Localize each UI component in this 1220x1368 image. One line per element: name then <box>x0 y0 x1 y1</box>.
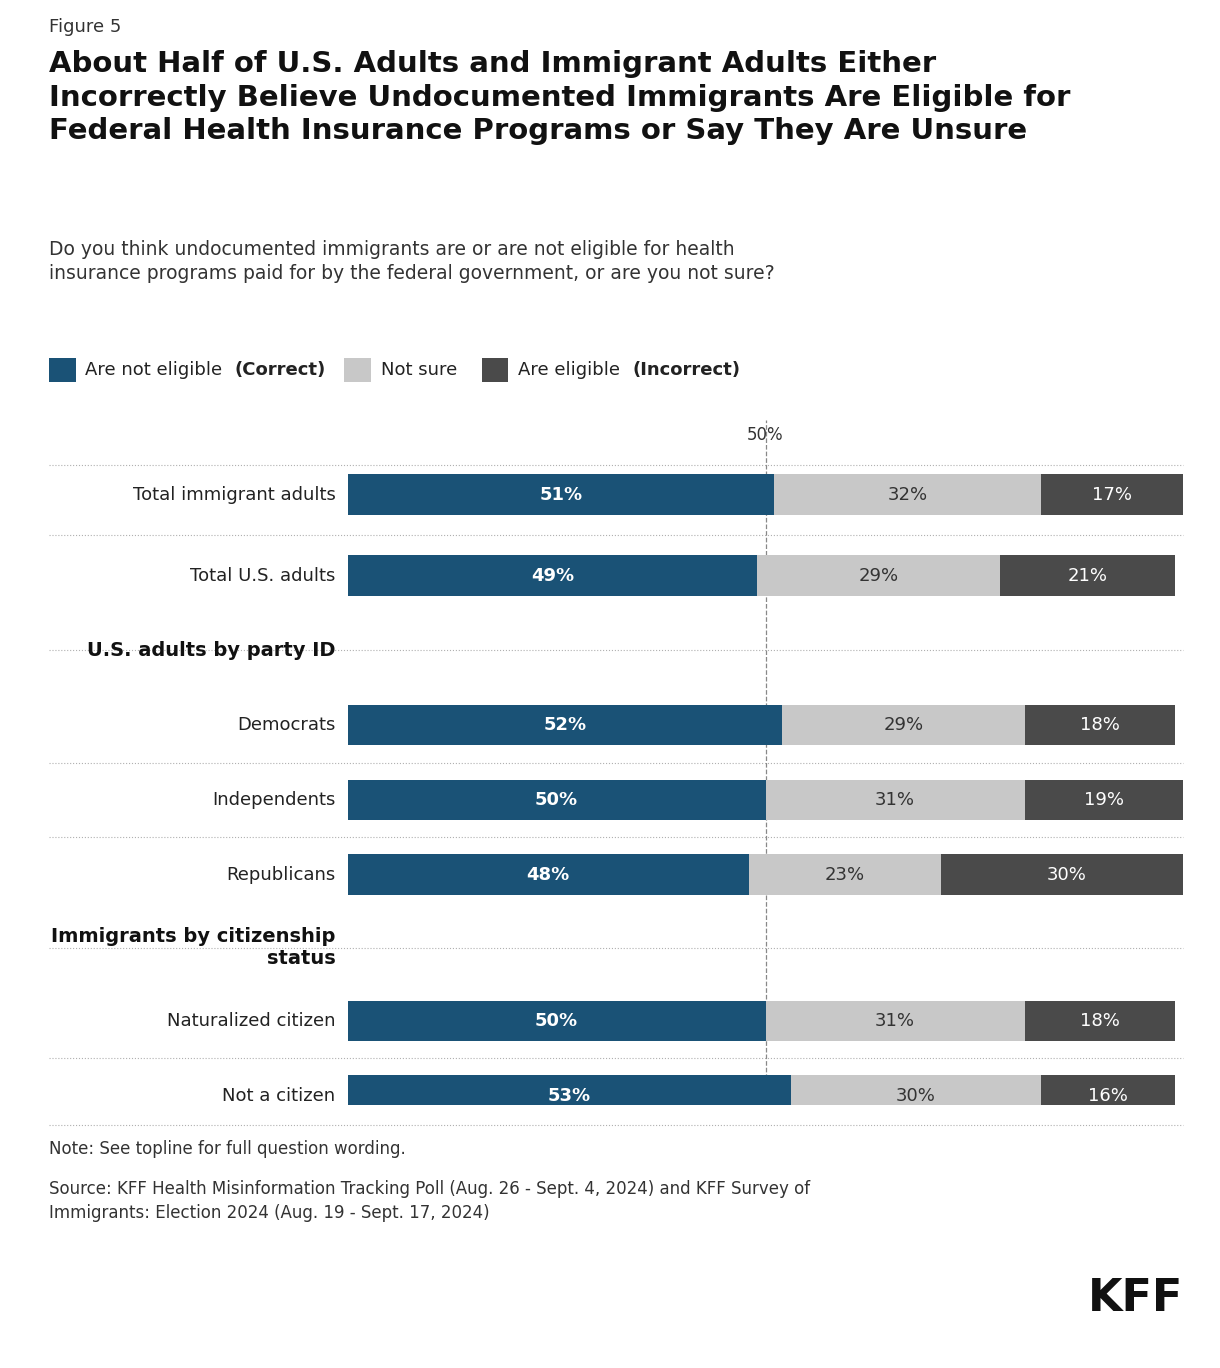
Text: 19%: 19% <box>1085 791 1124 808</box>
Text: Do you think undocumented immigrants are or are not eligible for health
insuranc: Do you think undocumented immigrants are… <box>49 239 775 283</box>
Text: 52%: 52% <box>543 715 587 735</box>
Bar <box>1025 780 1183 819</box>
Bar <box>348 1001 765 1041</box>
Bar <box>1042 1075 1175 1116</box>
Bar <box>758 555 999 596</box>
Text: 50%: 50% <box>536 791 578 808</box>
Text: 23%: 23% <box>825 866 865 884</box>
Bar <box>1025 705 1175 746</box>
Text: 16%: 16% <box>1088 1086 1128 1104</box>
Text: 53%: 53% <box>548 1086 590 1104</box>
Text: Independents: Independents <box>212 791 336 808</box>
Bar <box>999 555 1175 596</box>
Text: (Incorrect): (Incorrect) <box>632 361 741 379</box>
Bar <box>348 705 782 746</box>
Text: Republicans: Republicans <box>226 866 336 884</box>
Text: Are eligible: Are eligible <box>518 361 626 379</box>
Text: 30%: 30% <box>1047 866 1086 884</box>
Text: U.S. adults by party ID: U.S. adults by party ID <box>87 642 336 659</box>
Text: 18%: 18% <box>1080 1012 1120 1030</box>
Text: 48%: 48% <box>527 866 570 884</box>
Text: 49%: 49% <box>531 566 573 584</box>
Text: 21%: 21% <box>1068 566 1108 584</box>
Bar <box>765 1001 1025 1041</box>
Bar <box>348 780 765 819</box>
Text: (Correct): (Correct) <box>234 361 326 379</box>
Text: Note: See topline for full question wording.: Note: See topline for full question word… <box>49 1140 405 1157</box>
Text: 51%: 51% <box>539 486 582 503</box>
Bar <box>749 855 941 895</box>
Bar <box>348 475 773 514</box>
Text: KFF: KFF <box>1088 1276 1183 1320</box>
Text: Not a citizen: Not a citizen <box>222 1086 336 1104</box>
Bar <box>773 475 1042 514</box>
Text: 29%: 29% <box>883 715 924 735</box>
Text: Are not eligible: Are not eligible <box>85 361 228 379</box>
Text: Immigrants by citizenship
status: Immigrants by citizenship status <box>51 928 336 969</box>
Text: 50%: 50% <box>536 1012 578 1030</box>
Text: 18%: 18% <box>1080 715 1120 735</box>
Text: 17%: 17% <box>1092 486 1132 503</box>
Bar <box>765 780 1025 819</box>
Text: About Half of U.S. Adults and Immigrant Adults Either
Incorrectly Believe Undocu: About Half of U.S. Adults and Immigrant … <box>49 51 1070 145</box>
Text: Total immigrant adults: Total immigrant adults <box>133 486 336 503</box>
Text: Source: KFF Health Misinformation Tracking Poll (Aug. 26 - Sept. 4, 2024) and KF: Source: KFF Health Misinformation Tracki… <box>49 1181 810 1222</box>
Bar <box>1025 1001 1175 1041</box>
Text: 29%: 29% <box>859 566 898 584</box>
Text: Total U.S. adults: Total U.S. adults <box>190 566 336 584</box>
Text: Naturalized citizen: Naturalized citizen <box>167 1012 336 1030</box>
Text: Democrats: Democrats <box>237 715 336 735</box>
Bar <box>782 705 1025 746</box>
Bar <box>791 1075 1042 1116</box>
Bar <box>348 555 758 596</box>
Bar <box>941 855 1192 895</box>
Text: 31%: 31% <box>875 791 915 808</box>
Bar <box>348 855 749 895</box>
Text: 32%: 32% <box>888 486 927 503</box>
Text: 30%: 30% <box>895 1086 936 1104</box>
Text: Not sure: Not sure <box>381 361 458 379</box>
Text: 31%: 31% <box>875 1012 915 1030</box>
Text: 50%: 50% <box>747 427 784 445</box>
Text: Figure 5: Figure 5 <box>49 18 121 36</box>
Bar <box>1042 475 1183 514</box>
Bar <box>348 1075 791 1116</box>
